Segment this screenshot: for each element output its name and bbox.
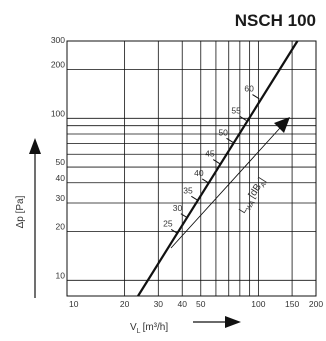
sound-power-arrow-shaft bbox=[170, 127, 281, 249]
x-tick-label: 40 bbox=[177, 299, 187, 309]
sound-power-arrow-head bbox=[274, 117, 290, 133]
x-tick-label: 20 bbox=[120, 299, 130, 309]
x-axis-label-sub: L bbox=[137, 328, 141, 335]
x-tick-label: 30 bbox=[154, 299, 164, 309]
y-tick-label: 20 bbox=[56, 222, 66, 232]
y-tick-label: 40 bbox=[56, 173, 66, 183]
sound-level-label: 50 bbox=[218, 127, 228, 137]
chart-title: NSCH 100 bbox=[235, 11, 316, 30]
sound-level-label: 35 bbox=[183, 185, 193, 195]
x-axis-arrow-head bbox=[225, 316, 241, 328]
y-tick-label: 100 bbox=[51, 108, 65, 118]
sound-level-tick bbox=[212, 159, 221, 165]
x-tick-label: 200 bbox=[309, 299, 323, 309]
y-axis-label-group: Δp [Pa] bbox=[15, 138, 41, 298]
sound-level-label: 60 bbox=[244, 84, 254, 94]
x-axis-label-v: V bbox=[130, 322, 137, 333]
sound-level-tick bbox=[239, 115, 247, 121]
x-tick-label: 10 bbox=[69, 299, 79, 309]
sound-level-tick bbox=[170, 228, 179, 235]
sound-level-tick bbox=[180, 213, 188, 219]
grid-lines bbox=[67, 41, 316, 296]
x-tick-labels: 10 20 30 40 50 100 150 200 bbox=[69, 299, 323, 309]
y-tick-label: 50 bbox=[56, 157, 66, 167]
y-axis-label: Δp [Pa] bbox=[15, 195, 26, 228]
x-tick-label: 100 bbox=[251, 299, 265, 309]
plot-frame bbox=[66, 40, 317, 297]
sound-level-label: 30 bbox=[173, 203, 183, 213]
x-axis-label: VL [m³/h] bbox=[130, 322, 168, 335]
sound-level-tick bbox=[191, 195, 199, 202]
x-tick-label: 150 bbox=[285, 299, 299, 309]
sound-level-tick bbox=[226, 137, 234, 143]
sound-level-tick bbox=[201, 178, 210, 184]
x-tick-label: 50 bbox=[196, 299, 206, 309]
y-tick-label: 200 bbox=[51, 60, 65, 70]
sound-power-label: LWA[dBA] bbox=[237, 176, 269, 217]
sound-power-l: L bbox=[237, 205, 250, 216]
sound-power-sub: WA bbox=[245, 199, 257, 212]
sound-power-unit-sub: A bbox=[260, 181, 269, 189]
y-tick-label: 30 bbox=[56, 193, 66, 203]
x-axis-label-group: VL [m³/h] bbox=[130, 316, 241, 335]
y-tick-labels: 10 20 30 40 50 100 200 300 bbox=[51, 35, 65, 280]
y-tick-label: 10 bbox=[56, 270, 66, 280]
series-line bbox=[137, 40, 299, 297]
sound-level-label: 25 bbox=[163, 219, 173, 229]
sound-power-unit-end: ] bbox=[257, 176, 268, 184]
x-axis-label-unit: [m³/h] bbox=[143, 322, 169, 333]
y-axis-arrow-head bbox=[29, 138, 41, 154]
sound-level-tick bbox=[252, 94, 260, 100]
sound-level-label: 55 bbox=[231, 105, 241, 115]
sound-level-label: 45 bbox=[205, 149, 215, 159]
sound-level-label: 40 bbox=[194, 168, 204, 178]
y-tick-label: 300 bbox=[51, 35, 65, 45]
